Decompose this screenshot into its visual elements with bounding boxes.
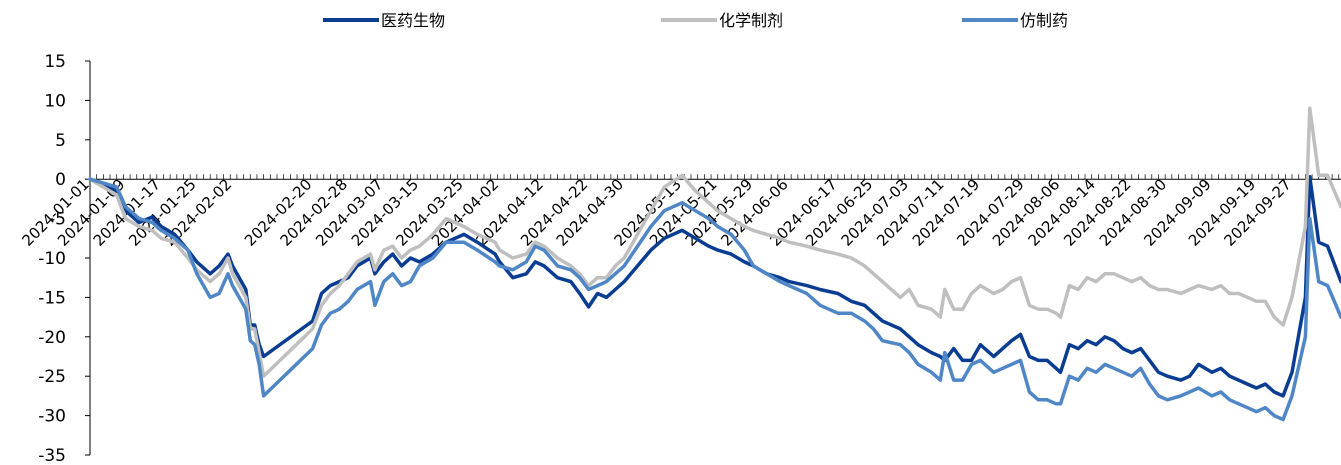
y-tick-label: 5 — [55, 131, 66, 151]
y-tick-label: 15 — [44, 52, 66, 72]
series-line-2 — [88, 106, 1341, 378]
y-tick-label: -5 — [49, 210, 66, 230]
y-tick-label: -20 — [38, 328, 66, 348]
y-tick-label: -30 — [38, 407, 66, 427]
x-axis: 2024-01-012024-01-092024-01-172024-01-25… — [18, 174, 1341, 250]
y-tick-label: 0 — [55, 170, 66, 190]
y-tick-label: -10 — [38, 249, 66, 269]
series-line-3 — [88, 177, 1341, 422]
y-tick-label: 10 — [44, 91, 66, 111]
legend: 医药生物 化学制剂 仿制药 — [323, 11, 1068, 30]
legend-label: 化学制剂 — [719, 11, 783, 30]
y-axis: 15 10 5 0 -5 -10 -15 -20 -25 -30 -35 — [38, 52, 91, 465]
legend-label: 医药生物 — [381, 11, 445, 30]
series-layer — [88, 106, 1341, 422]
y-tick-label: -35 — [38, 446, 66, 465]
y-tick-label: -25 — [38, 367, 66, 387]
y-tick-label: -15 — [38, 288, 66, 308]
legend-label: 仿制药 — [1020, 11, 1068, 30]
